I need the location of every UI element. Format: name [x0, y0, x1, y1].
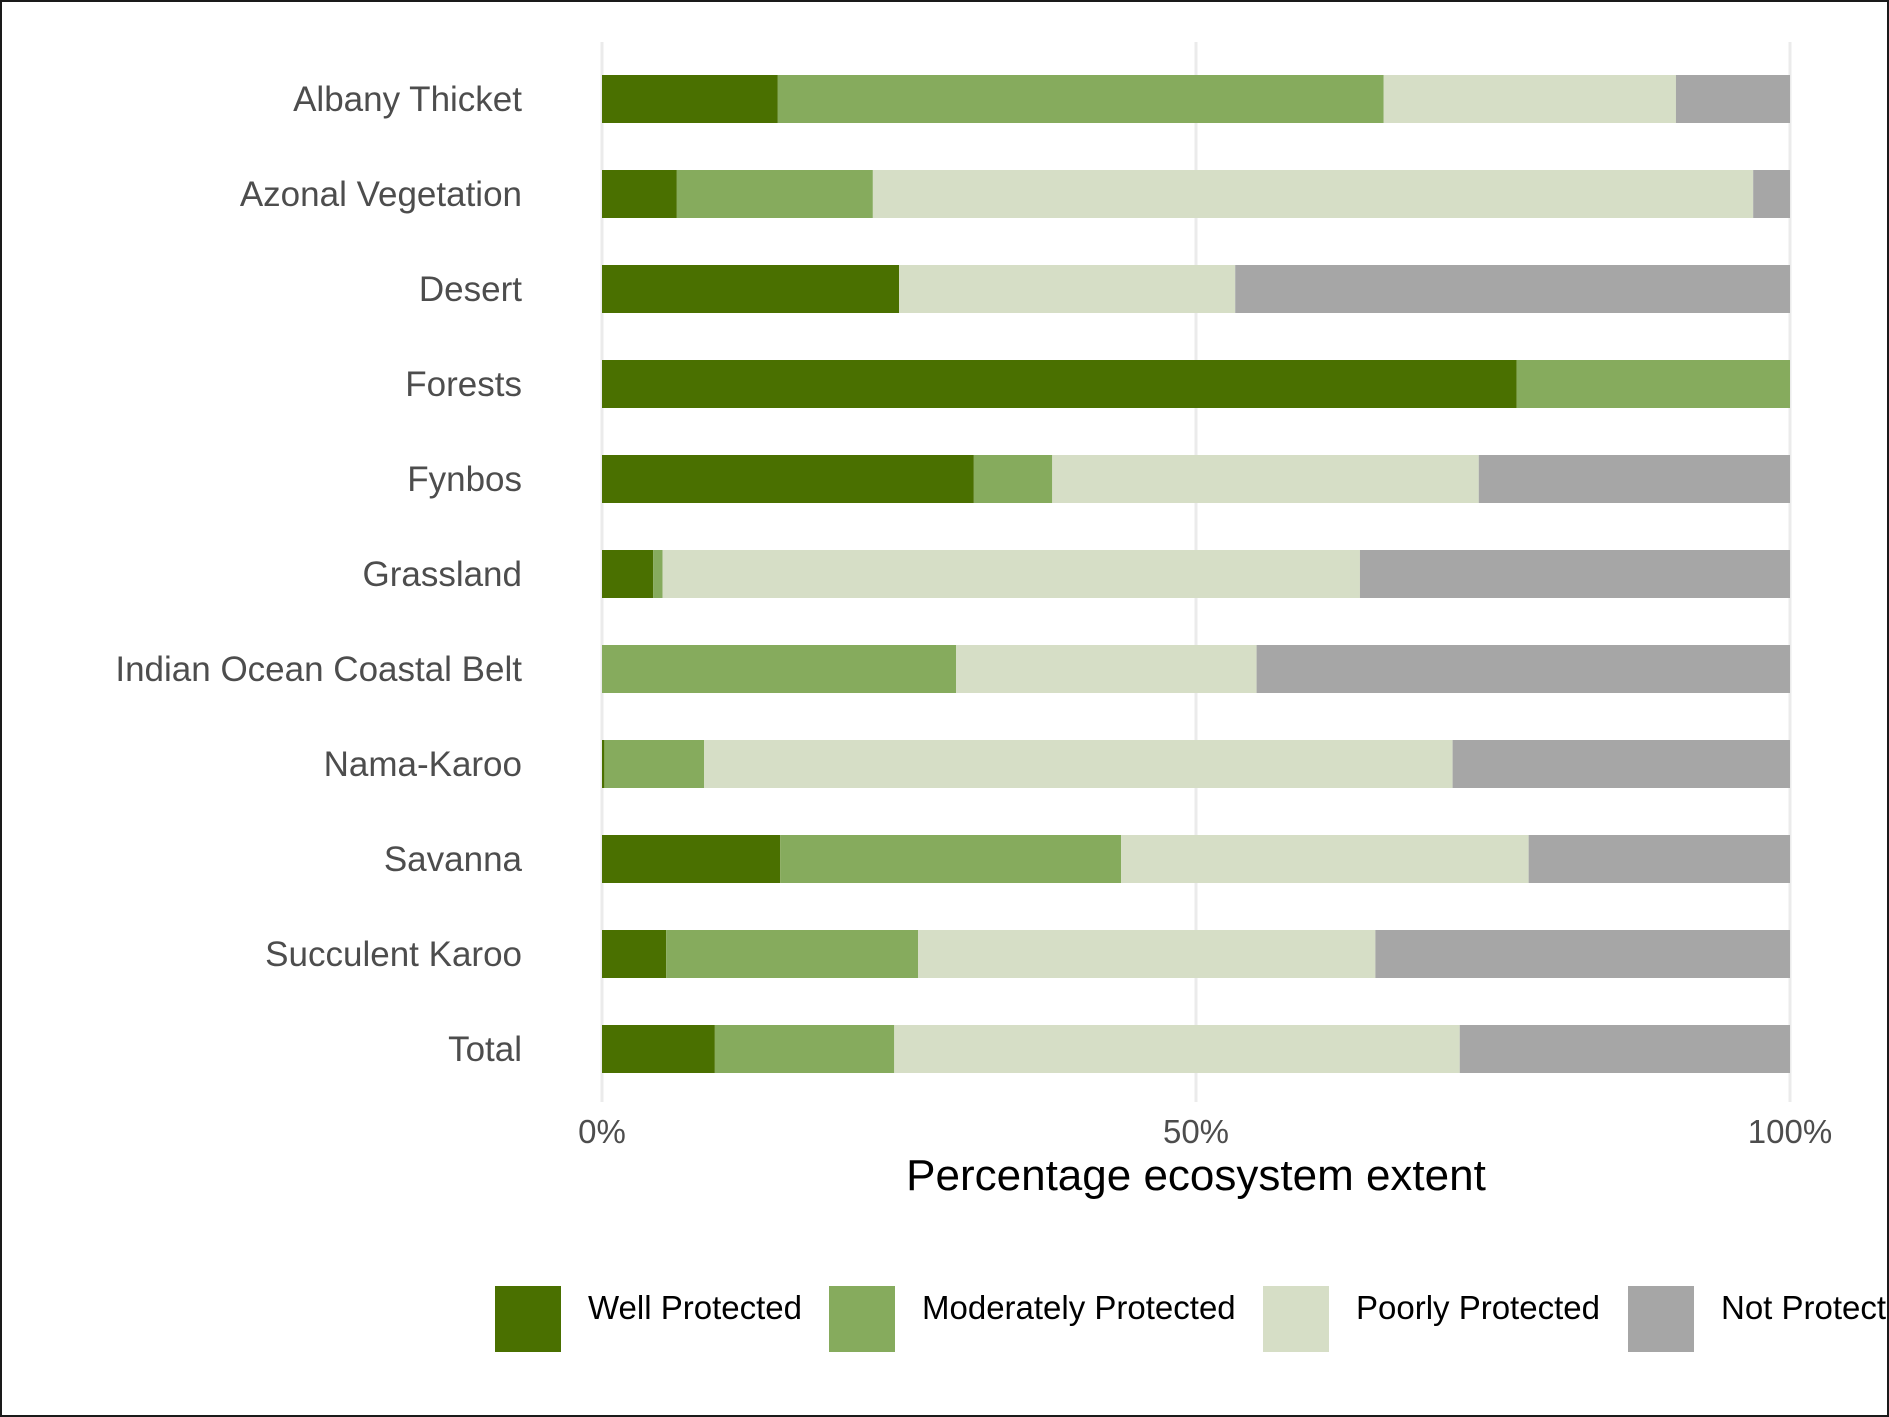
bar-fynbos-not-protected [1478, 455, 1790, 503]
x-tick-label: 0% [578, 1113, 626, 1150]
bar-desert-poorly-protected [899, 265, 1236, 313]
bar-succulent-karoo-poorly-protected [918, 930, 1376, 978]
x-axis-title: Percentage ecosystem extent [906, 1151, 1486, 1200]
bar-grassland-not-protected [1359, 550, 1790, 598]
bar-albany-thicket-not-protected [1675, 75, 1790, 123]
bar-succulent-karoo-not-protected [1375, 930, 1790, 978]
legend-key-moderately-protected [829, 1286, 895, 1352]
bars-layer [602, 75, 1790, 1073]
bar-total-well-protected [602, 1025, 715, 1073]
bar-savanna-well-protected [602, 835, 781, 883]
legend-label-not-protected: Not Protected [1721, 1289, 1887, 1326]
bar-desert-not-protected [1235, 265, 1790, 313]
bar-savanna-moderately-protected [780, 835, 1122, 883]
legend-key-not-protected [1628, 1286, 1694, 1352]
legend-label-poorly-protected: Poorly Protected [1356, 1289, 1600, 1326]
x-tick-label: 50% [1163, 1113, 1229, 1150]
category-label: Azonal Vegetation [240, 175, 522, 214]
bar-forests-well-protected [602, 360, 1517, 408]
bar-nama-karoo-poorly-protected [704, 740, 1453, 788]
bar-albany-thicket-poorly-protected [1383, 75, 1676, 123]
bar-desert-well-protected [602, 265, 899, 313]
category-label: Desert [419, 270, 522, 309]
legend-label-moderately-protected: Moderately Protected [922, 1289, 1236, 1326]
bar-albany-thicket-moderately-protected [777, 75, 1384, 123]
category-label: Grassland [362, 555, 522, 594]
bar-albany-thicket-well-protected [602, 75, 778, 123]
bar-total-moderately-protected [714, 1025, 895, 1073]
bar-grassland-poorly-protected [662, 550, 1360, 598]
bar-azonal-vegetation-not-protected [1753, 170, 1790, 218]
bar-indian-ocean-coastal-belt-moderately-protected [602, 645, 957, 693]
bar-succulent-karoo-moderately-protected [666, 930, 919, 978]
bar-grassland-moderately-protected [653, 550, 663, 598]
category-label: Albany Thicket [293, 80, 522, 119]
legend-label-well-protected: Well Protected [588, 1289, 802, 1326]
bar-succulent-karoo-well-protected [602, 930, 667, 978]
bar-fynbos-moderately-protected [973, 455, 1053, 503]
legend: Well Protected Moderately Protected Poorly… [495, 1286, 1887, 1352]
bar-grassland-well-protected [602, 550, 654, 598]
bar-nama-karoo-moderately-protected [604, 740, 705, 788]
x-tick-label: 100% [1748, 1113, 1832, 1150]
x-tick-labels: 0% 50% 100% [578, 1113, 1832, 1150]
bar-azonal-vegetation-poorly-protected [872, 170, 1754, 218]
bar-forests-moderately-protected [1516, 360, 1790, 408]
category-label: Fynbos [407, 460, 522, 499]
legend-key-well-protected [495, 1286, 561, 1352]
bar-indian-ocean-coastal-belt-poorly-protected [956, 645, 1257, 693]
bar-nama-karoo-not-protected [1452, 740, 1790, 788]
bar-savanna-poorly-protected [1121, 835, 1529, 883]
category-labels: Albany Thicket Azonal Vegetation Desert For… [115, 80, 522, 1069]
bar-total-not-protected [1459, 1025, 1790, 1073]
category-label: Indian Ocean Coastal Belt [115, 650, 522, 689]
bar-total-poorly-protected [894, 1025, 1460, 1073]
legend-key-poorly-protected [1263, 1286, 1329, 1352]
bar-nama-karoo-well-protected [602, 740, 605, 788]
category-label: Nama-Karoo [324, 745, 522, 784]
bar-savanna-not-protected [1528, 835, 1790, 883]
category-label: Forests [405, 365, 522, 404]
bar-azonal-vegetation-well-protected [602, 170, 677, 218]
bar-fynbos-poorly-protected [1052, 455, 1479, 503]
category-label: Savanna [384, 840, 523, 879]
category-label: Succulent Karoo [265, 935, 522, 974]
bar-indian-ocean-coastal-belt-not-protected [1256, 645, 1790, 693]
bar-fynbos-well-protected [602, 455, 974, 503]
bar-azonal-vegetation-moderately-protected [676, 170, 873, 218]
category-label: Total [448, 1030, 522, 1069]
